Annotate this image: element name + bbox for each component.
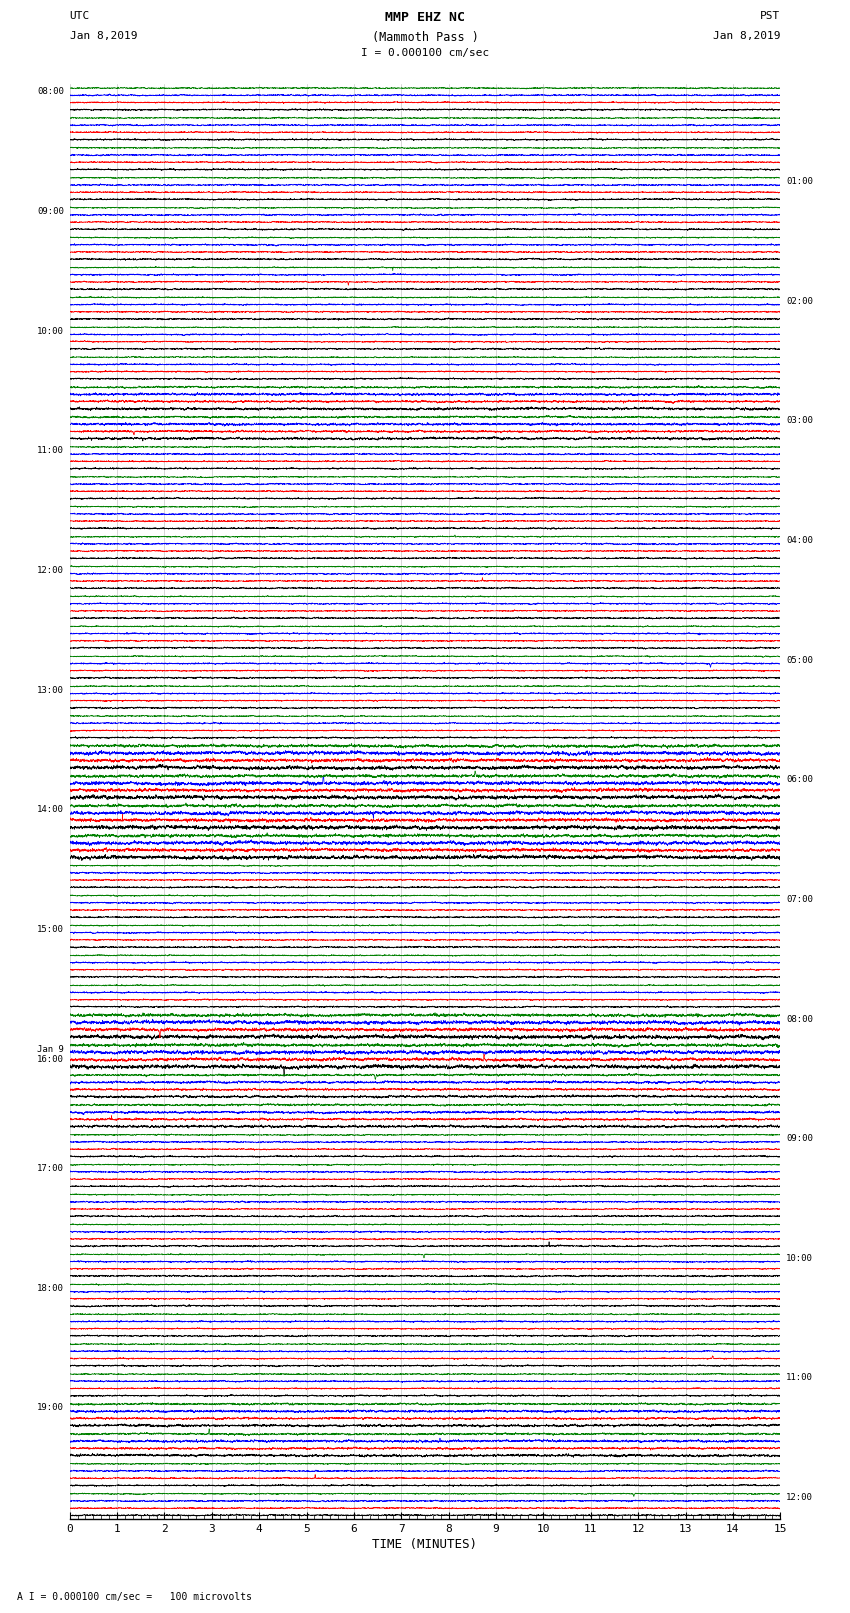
Text: 12:00: 12:00 [37, 566, 64, 574]
Text: 14:00: 14:00 [37, 805, 64, 815]
Text: 08:00: 08:00 [37, 87, 64, 97]
Text: 07:00: 07:00 [786, 895, 813, 903]
Text: 11:00: 11:00 [786, 1374, 813, 1382]
Text: 11:00: 11:00 [37, 447, 64, 455]
Text: 05:00: 05:00 [786, 656, 813, 665]
Text: Jan 9
16:00: Jan 9 16:00 [37, 1045, 64, 1065]
Text: (Mammoth Pass ): (Mammoth Pass ) [371, 31, 479, 44]
Text: 12:00: 12:00 [786, 1494, 813, 1502]
Text: UTC: UTC [70, 11, 90, 21]
Text: 17:00: 17:00 [37, 1165, 64, 1173]
Text: MMP EHZ NC: MMP EHZ NC [385, 11, 465, 24]
Text: Jan 8,2019: Jan 8,2019 [70, 31, 137, 40]
Text: 15:00: 15:00 [37, 924, 64, 934]
Text: 09:00: 09:00 [37, 206, 64, 216]
Text: 01:00: 01:00 [786, 177, 813, 185]
Text: A I = 0.000100 cm/sec =   100 microvolts: A I = 0.000100 cm/sec = 100 microvolts [17, 1592, 252, 1602]
Text: 04:00: 04:00 [786, 536, 813, 545]
Text: I = 0.000100 cm/sec: I = 0.000100 cm/sec [361, 48, 489, 58]
Text: 08:00: 08:00 [786, 1015, 813, 1024]
Text: PST: PST [760, 11, 780, 21]
Text: 19:00: 19:00 [37, 1403, 64, 1413]
Text: 03:00: 03:00 [786, 416, 813, 426]
Text: 09:00: 09:00 [786, 1134, 813, 1144]
Text: 13:00: 13:00 [37, 686, 64, 695]
X-axis label: TIME (MINUTES): TIME (MINUTES) [372, 1539, 478, 1552]
Text: 10:00: 10:00 [37, 327, 64, 336]
Text: 06:00: 06:00 [786, 776, 813, 784]
Text: 02:00: 02:00 [786, 297, 813, 306]
Text: 18:00: 18:00 [37, 1284, 64, 1292]
Text: 10:00: 10:00 [786, 1253, 813, 1263]
Text: Jan 8,2019: Jan 8,2019 [713, 31, 780, 40]
